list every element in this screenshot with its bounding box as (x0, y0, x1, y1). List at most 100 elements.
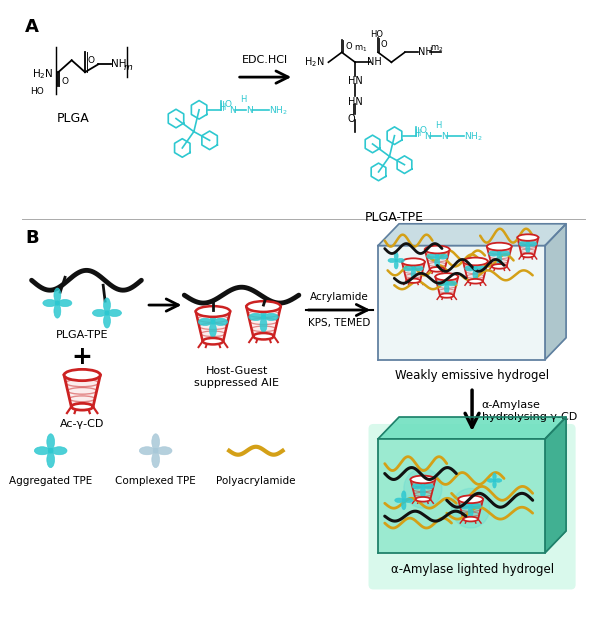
Text: KPS, TEMED: KPS, TEMED (308, 318, 370, 328)
Polygon shape (545, 417, 566, 553)
Ellipse shape (488, 251, 499, 256)
Ellipse shape (34, 447, 50, 454)
Text: O: O (346, 42, 352, 51)
Ellipse shape (529, 242, 537, 246)
Ellipse shape (401, 491, 406, 500)
Polygon shape (463, 262, 488, 281)
Ellipse shape (468, 507, 473, 517)
Ellipse shape (440, 293, 454, 298)
Ellipse shape (92, 309, 106, 317)
Circle shape (498, 252, 500, 255)
Ellipse shape (260, 302, 267, 316)
Circle shape (105, 311, 109, 315)
Ellipse shape (198, 318, 212, 326)
Ellipse shape (492, 264, 507, 268)
Circle shape (412, 267, 415, 270)
Text: $\rm{m_1}$: $\rm{m_1}$ (354, 44, 368, 55)
Ellipse shape (493, 473, 496, 480)
Text: Host-Guest
suppressed AIE: Host-Guest suppressed AIE (194, 366, 279, 388)
Text: $\rm{m_2}$: $\rm{m_2}$ (430, 44, 443, 55)
Polygon shape (487, 247, 512, 267)
Ellipse shape (152, 451, 160, 467)
Text: A: A (25, 17, 39, 35)
Circle shape (436, 255, 439, 258)
Ellipse shape (447, 281, 457, 286)
Text: H: H (241, 95, 247, 104)
Ellipse shape (406, 278, 420, 283)
Text: PLGA-TPE: PLGA-TPE (56, 330, 109, 340)
Polygon shape (545, 224, 566, 360)
Ellipse shape (209, 322, 217, 337)
Text: Aggregated TPE: Aggregated TPE (9, 476, 92, 485)
Ellipse shape (139, 447, 155, 454)
Polygon shape (436, 277, 458, 296)
Ellipse shape (196, 306, 230, 317)
Circle shape (422, 485, 424, 488)
Circle shape (527, 242, 529, 245)
Ellipse shape (437, 281, 446, 286)
Text: O: O (88, 56, 95, 64)
Ellipse shape (157, 447, 172, 454)
Ellipse shape (526, 234, 530, 243)
Ellipse shape (394, 252, 398, 260)
Ellipse shape (476, 266, 486, 271)
Polygon shape (517, 237, 538, 255)
Ellipse shape (445, 273, 449, 283)
Ellipse shape (104, 298, 110, 312)
Ellipse shape (54, 304, 61, 318)
Text: EDC.HCl: EDC.HCl (242, 55, 289, 65)
Circle shape (49, 449, 53, 453)
Ellipse shape (430, 267, 445, 272)
Ellipse shape (497, 254, 502, 265)
Circle shape (469, 505, 472, 508)
Ellipse shape (438, 254, 448, 259)
Text: Acrylamide: Acrylamide (310, 292, 368, 302)
Ellipse shape (424, 484, 434, 489)
Ellipse shape (152, 434, 160, 450)
Ellipse shape (43, 299, 56, 307)
Ellipse shape (260, 317, 267, 332)
Circle shape (452, 489, 490, 528)
Text: PLGA-TPE: PLGA-TPE (365, 211, 424, 224)
Polygon shape (196, 311, 230, 341)
Ellipse shape (468, 279, 483, 283)
Text: m: m (123, 63, 132, 72)
Text: NH$_2$: NH$_2$ (464, 130, 482, 143)
Ellipse shape (52, 447, 67, 454)
Ellipse shape (463, 517, 478, 521)
Ellipse shape (421, 487, 425, 497)
Text: N: N (229, 106, 236, 115)
Ellipse shape (58, 299, 72, 307)
Ellipse shape (414, 266, 423, 271)
Text: N: N (441, 132, 448, 141)
Ellipse shape (104, 314, 110, 328)
Ellipse shape (401, 501, 406, 510)
Ellipse shape (394, 261, 398, 269)
Ellipse shape (427, 254, 437, 259)
Text: NH$_2$: NH$_2$ (269, 105, 288, 117)
Text: Complexed TPE: Complexed TPE (115, 476, 196, 485)
Ellipse shape (64, 370, 100, 381)
Text: +: + (72, 345, 92, 369)
Polygon shape (64, 375, 100, 407)
Ellipse shape (421, 476, 425, 486)
Ellipse shape (264, 313, 278, 321)
Text: PLGA: PLGA (56, 112, 89, 125)
Ellipse shape (436, 273, 458, 280)
Ellipse shape (468, 495, 473, 506)
Ellipse shape (404, 266, 413, 271)
Text: B: B (25, 229, 38, 247)
Text: O: O (419, 126, 426, 135)
FancyBboxPatch shape (368, 424, 575, 590)
Text: NH: NH (418, 47, 433, 57)
Ellipse shape (435, 246, 440, 256)
Ellipse shape (404, 498, 413, 502)
Text: H: H (220, 103, 226, 112)
Ellipse shape (519, 242, 527, 246)
Ellipse shape (458, 495, 483, 503)
Ellipse shape (500, 251, 510, 256)
Ellipse shape (493, 481, 496, 488)
Ellipse shape (473, 269, 478, 280)
Ellipse shape (47, 434, 55, 450)
Text: HN: HN (347, 76, 362, 86)
